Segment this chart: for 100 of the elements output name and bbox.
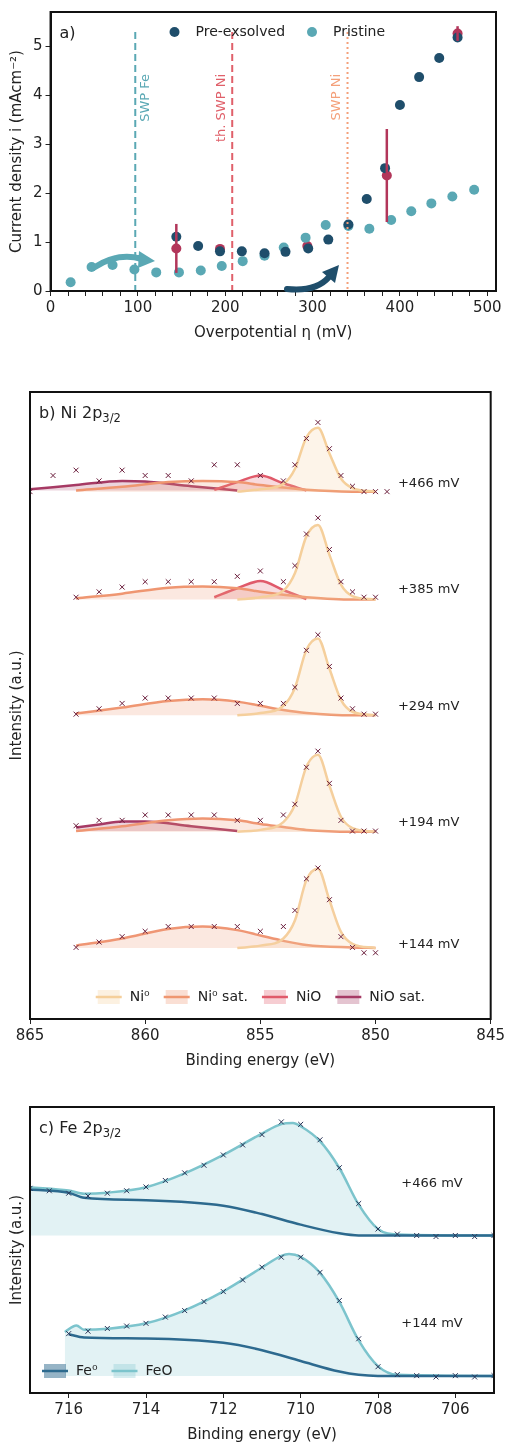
point (188, 477, 195, 484)
point (195, 265, 206, 276)
x-axis-title: Binding energy (eV) (185, 1050, 336, 1069)
point (323, 234, 334, 245)
legend-label: Ni⁰ (129, 987, 151, 1004)
ref-line-label: SWP Fe (137, 74, 153, 122)
point (165, 923, 172, 930)
point (372, 594, 379, 601)
point (326, 663, 333, 670)
legend-label: Pre-exsolved (195, 22, 286, 39)
point (361, 193, 372, 204)
point (355, 1335, 362, 1342)
point (119, 467, 126, 474)
point (394, 1231, 401, 1238)
point (384, 488, 391, 495)
point (326, 445, 333, 452)
point (165, 695, 172, 702)
point (234, 700, 241, 707)
point (119, 700, 126, 707)
point (361, 949, 367, 956)
x-tick-label: 400 (385, 297, 415, 316)
point (220, 1152, 227, 1158)
point (280, 923, 287, 930)
point (119, 584, 126, 591)
point (278, 1254, 285, 1261)
point (142, 578, 149, 585)
point (349, 483, 356, 490)
x-tick-label: 712 (209, 1399, 238, 1418)
point (280, 477, 287, 484)
point (201, 1162, 207, 1169)
point (337, 472, 344, 479)
point (372, 488, 379, 495)
point (73, 467, 80, 474)
x-tick-label: 0 (45, 297, 56, 316)
point (414, 72, 425, 83)
point (394, 100, 405, 110)
x-tick-label: 710 (286, 1399, 315, 1418)
point (426, 198, 437, 209)
point (188, 578, 195, 585)
annotation: +194 mV (397, 814, 460, 830)
point (314, 865, 321, 872)
point (259, 1264, 265, 1271)
point (257, 472, 264, 479)
point (372, 711, 379, 718)
point (151, 267, 162, 278)
point (303, 647, 310, 654)
y-tick-label: 2 (33, 183, 43, 201)
x-tick-label: 200 (210, 297, 240, 316)
point (211, 923, 218, 930)
point (297, 1254, 304, 1261)
x-tick-label: 714 (131, 1399, 161, 1418)
point (257, 568, 264, 574)
point (119, 817, 126, 824)
point (123, 1323, 130, 1330)
point (291, 801, 298, 808)
point (257, 817, 264, 824)
annotation: +294 mV (397, 697, 460, 713)
point (96, 939, 103, 946)
point (211, 812, 218, 818)
point (337, 933, 344, 940)
legend-label: Pristine (333, 22, 386, 39)
point (447, 191, 458, 202)
point (165, 472, 172, 479)
point (188, 695, 195, 702)
point (413, 1372, 420, 1379)
point (300, 232, 311, 243)
x-axis-title: Overpotential η (mV) (194, 322, 353, 341)
legend-label: FeO (145, 1361, 173, 1378)
annotation: +466 mV (401, 1174, 463, 1190)
x-tick-label: 865 (15, 1025, 45, 1044)
point (234, 923, 241, 930)
point (142, 812, 149, 818)
point (50, 472, 57, 479)
point (46, 1187, 53, 1194)
point (303, 875, 310, 882)
x-tick-label: 100 (123, 297, 153, 316)
point (303, 531, 310, 537)
point (259, 1131, 265, 1138)
point (257, 700, 264, 707)
point (162, 1314, 169, 1321)
point (337, 817, 344, 824)
point (220, 1288, 227, 1295)
x-axis-title: Binding energy (eV) (187, 1424, 337, 1443)
point (143, 1320, 149, 1327)
annotation: +466 mV (397, 475, 460, 490)
point (73, 711, 80, 718)
point (291, 907, 298, 914)
point (280, 578, 287, 585)
point (188, 923, 195, 930)
point (280, 700, 287, 707)
point (291, 562, 298, 569)
point (239, 1141, 246, 1148)
legend-label: NiO (295, 987, 322, 1004)
point (326, 780, 333, 787)
point (452, 1372, 459, 1379)
point (303, 764, 310, 771)
point (469, 184, 480, 195)
point (104, 1325, 111, 1332)
y-axis-title: Current density i (mAcm⁻²) (6, 50, 25, 253)
y-tick-label: 3 (33, 134, 43, 153)
